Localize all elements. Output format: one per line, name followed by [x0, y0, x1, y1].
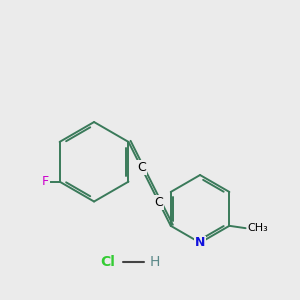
Text: C: C [154, 196, 163, 209]
Text: N: N [195, 236, 205, 249]
Text: CH₃: CH₃ [247, 223, 268, 233]
Text: C: C [137, 160, 146, 174]
Text: F: F [42, 175, 50, 188]
Text: H: H [150, 255, 160, 269]
Text: Cl: Cl [100, 255, 115, 269]
